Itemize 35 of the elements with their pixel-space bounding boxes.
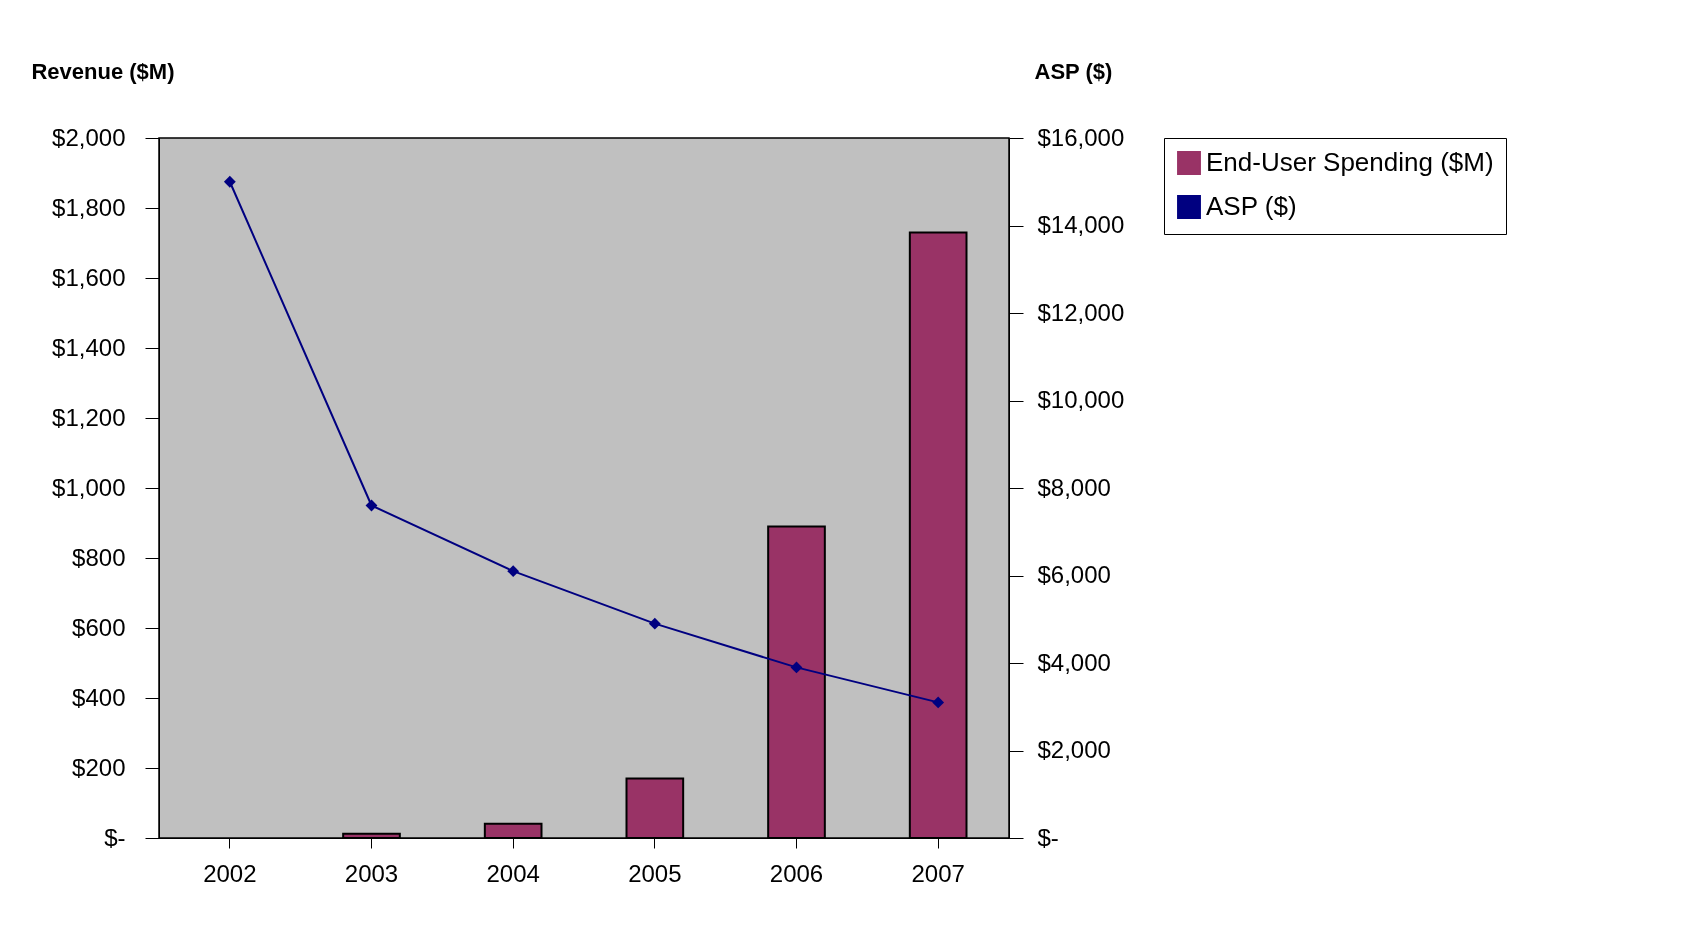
y-tick-label: $- <box>104 823 126 851</box>
y-tick-label: $800 <box>72 543 126 571</box>
x-tick-label: 2004 <box>486 859 540 887</box>
legend-label: End-User Spending ($M) <box>1206 147 1494 177</box>
y-tick-label: $400 <box>72 683 126 711</box>
y2-tick-label: $14,000 <box>1037 211 1125 238</box>
y-tick-label: $1,800 <box>52 193 126 221</box>
y2-tick-label: $16,000 <box>1037 123 1125 151</box>
y2-tick-label: $12,000 <box>1037 298 1125 326</box>
point <box>932 696 945 709</box>
y2-tick-label: $2,000 <box>1037 736 1111 763</box>
legend-label: ASP ($) <box>1206 191 1297 221</box>
y2-tick-label: $8,000 <box>1037 473 1111 501</box>
point <box>648 617 661 630</box>
x-tick-label: 2005 <box>628 859 682 887</box>
y-tick-label: $1,000 <box>52 473 126 501</box>
x-tick-label: 2007 <box>911 859 965 887</box>
y2-tick-label: $4,000 <box>1037 648 1111 676</box>
point <box>223 175 236 188</box>
y-tick-label: $2,000 <box>52 123 126 151</box>
y2-axis-title: ASP ($) <box>1034 58 1113 84</box>
y-tick-label: $200 <box>72 753 126 781</box>
y-tick-label: $1,400 <box>52 333 126 361</box>
point <box>790 661 803 674</box>
x-tick-label: 2006 <box>769 859 824 887</box>
y-axis-title: Revenue ($M) <box>31 58 175 84</box>
y2-tick-label: $6,000 <box>1037 561 1111 588</box>
y-tick-label: $600 <box>72 613 126 641</box>
y2-tick-label: $- <box>1037 823 1059 851</box>
x-tick-label: 2002 <box>203 859 257 887</box>
point <box>507 565 520 578</box>
x-tick-label: 2003 <box>344 859 399 887</box>
y-tick-label: $1,600 <box>52 263 126 291</box>
y2-tick-label: $10,000 <box>1037 386 1125 413</box>
y-tick-label: $1,200 <box>52 403 126 431</box>
